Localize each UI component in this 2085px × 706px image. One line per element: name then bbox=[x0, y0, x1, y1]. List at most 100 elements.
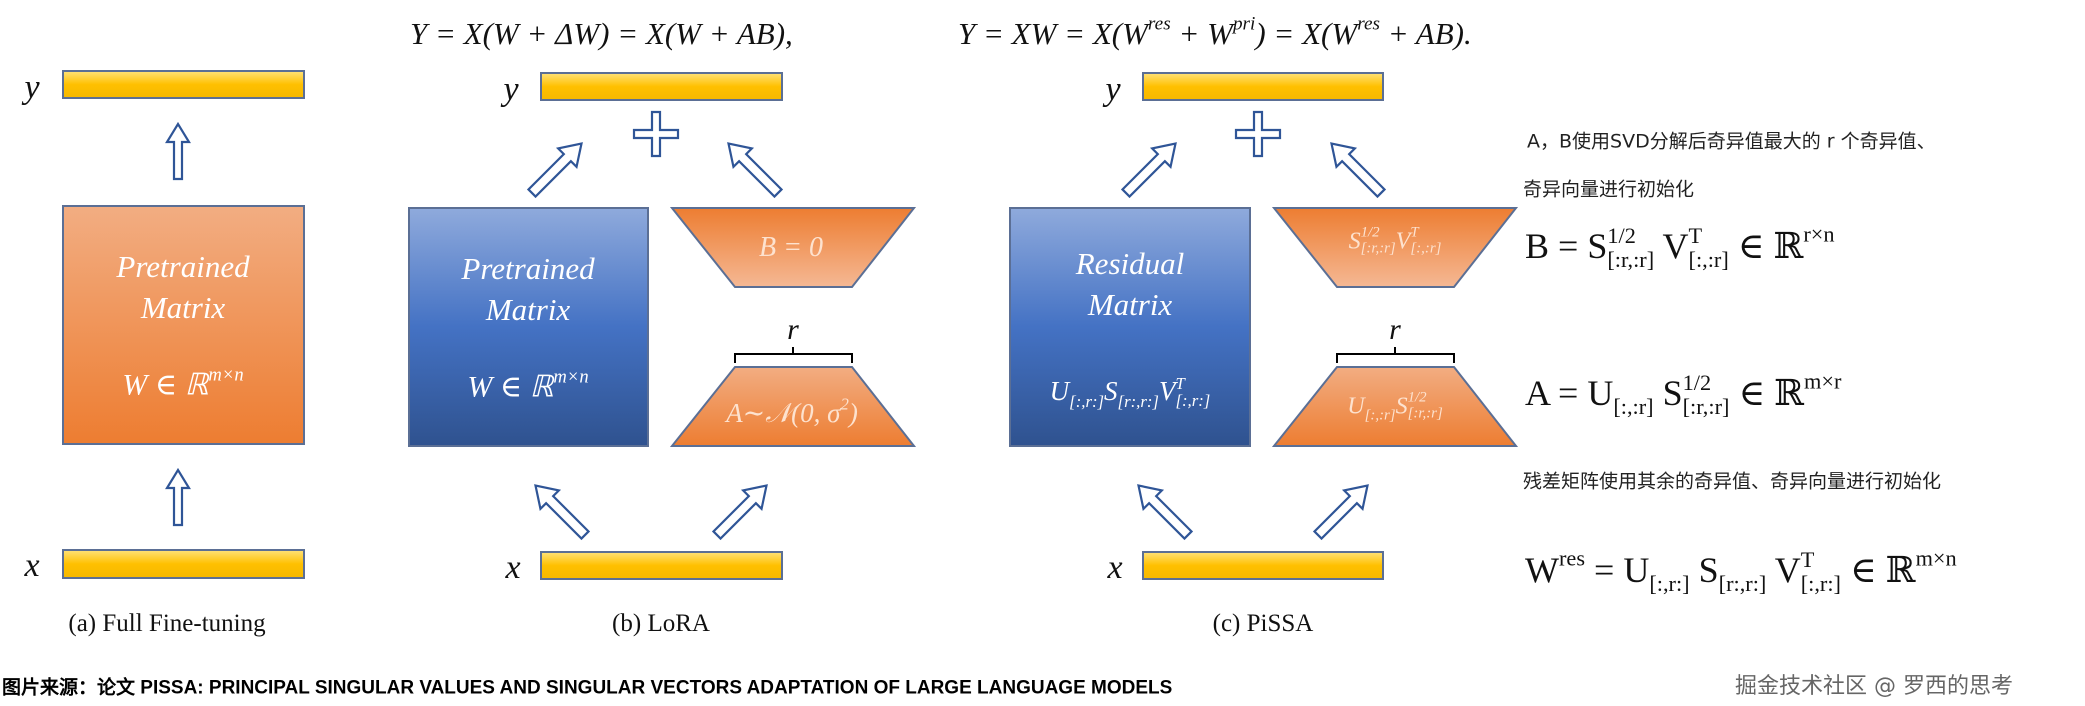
formula-text: ∈ ℝ bbox=[1840, 550, 1916, 591]
rank-brace bbox=[734, 347, 853, 363]
formula-supsub: 1/2 [:r,:r] bbox=[1360, 225, 1396, 257]
formula-superscript: r×n bbox=[1803, 221, 1835, 247]
formula-text: A∼𝒩(0, σ bbox=[726, 398, 841, 428]
formula-text: V bbox=[1654, 226, 1689, 267]
a-formula: A∼𝒩(0, σ2) bbox=[726, 396, 858, 430]
formula-superscript: 1/2 bbox=[1407, 390, 1427, 407]
x-label: x bbox=[24, 547, 40, 584]
formula-subscript: [:r,:r] bbox=[1607, 246, 1655, 272]
rank-brace bbox=[1336, 347, 1455, 363]
formula-subscript: [:,r:] bbox=[1800, 570, 1841, 596]
input-x-bar bbox=[1142, 551, 1384, 580]
formula-superscript: m×n bbox=[553, 366, 589, 388]
box-title-line2: Matrix bbox=[140, 290, 226, 325]
pissa-b-trapezoid bbox=[1271, 207, 1519, 288]
output-y-bar bbox=[540, 72, 783, 101]
w-res-formula: Wres = U[:,r:] S[r:,r:] V T [:,r:] ∈ ℝm×n bbox=[1525, 547, 1957, 596]
x-label: x bbox=[1107, 549, 1123, 586]
pissa-formula: Y = XW = X(Wres + Wpri) = X(Wres + AB). bbox=[958, 13, 1472, 52]
arrow-icon bbox=[521, 133, 592, 204]
formula-text: S bbox=[1689, 550, 1719, 591]
caption-lora: (b) LoRA bbox=[612, 610, 710, 637]
formula-text: S bbox=[1104, 376, 1118, 407]
pretrained-matrix-box bbox=[62, 205, 305, 445]
box-title-line1: Pretrained bbox=[116, 249, 250, 284]
pretrained-matrix-box bbox=[408, 207, 649, 447]
y-label: y bbox=[1105, 71, 1121, 108]
formula-superscript: T bbox=[1688, 223, 1703, 249]
formula-subscript: [:r,:r] bbox=[1360, 240, 1396, 257]
arrow-icon bbox=[1115, 133, 1186, 204]
formula-text: S bbox=[1653, 373, 1683, 414]
arrow-icon bbox=[718, 133, 789, 204]
formula-superscript: 1/2 bbox=[1360, 225, 1380, 242]
formula-text: Y = XW = X(W bbox=[958, 16, 1148, 51]
formula-superscript: pri bbox=[1232, 13, 1256, 35]
formula-text: B = S bbox=[1525, 226, 1608, 267]
formula-text: ∈ ℝ bbox=[1728, 226, 1804, 267]
formula-subscript: [r:,r:] bbox=[1117, 391, 1159, 411]
pissa-a-trapezoid bbox=[1271, 366, 1519, 447]
formula-text: ) bbox=[848, 398, 858, 428]
lora-a-trapezoid bbox=[669, 366, 917, 447]
y-label: y bbox=[24, 69, 40, 106]
a-init-formula: A = U[:,:r] S 1/2 [:r,:r] ∈ ℝm×r bbox=[1525, 370, 1841, 419]
formula-superscript: m×n bbox=[1915, 545, 1957, 571]
formula-superscript: res bbox=[1558, 545, 1586, 571]
formula-text: W bbox=[1525, 550, 1559, 591]
formula-text: V bbox=[1158, 376, 1176, 407]
formula-text: + AB). bbox=[1379, 16, 1472, 51]
caption-full-fine-tuning: (a) Full Fine-tuning bbox=[68, 610, 266, 637]
formula-text: S bbox=[1395, 393, 1408, 420]
formula-subscript: [r:,r:] bbox=[1718, 570, 1767, 596]
a-formula: U[:,:r]S 1/2 [:r,:r] bbox=[1347, 390, 1443, 424]
box-title-line1: Residual bbox=[1075, 246, 1185, 281]
formula-superscript: 1/2 bbox=[1607, 223, 1636, 249]
formula-subscript: [:,:r] bbox=[1364, 407, 1396, 424]
box-title-line2: Matrix bbox=[485, 292, 571, 327]
formula-supsub: 1/2 [:r,:r] bbox=[1683, 371, 1730, 418]
y-label: y bbox=[503, 71, 519, 108]
formula-superscript: T bbox=[1800, 547, 1815, 573]
output-y-bar bbox=[1142, 72, 1384, 101]
formula-text: V bbox=[1395, 228, 1411, 255]
formula-superscript: 1/2 bbox=[1682, 370, 1712, 396]
formula-text: U bbox=[1347, 393, 1365, 420]
box-title-line1: Pretrained bbox=[461, 251, 595, 286]
formula-text: U bbox=[1049, 376, 1070, 407]
box-formula: W ∈ ℝm×n bbox=[467, 366, 589, 405]
formula-supsub: 1/2 [:r,:r] bbox=[1407, 390, 1443, 422]
lora-formula: Y = X(W + ΔW) = X(W + AB), bbox=[410, 16, 793, 52]
arrow-icon bbox=[706, 475, 777, 546]
formula-supsub: T [:,r:] bbox=[1801, 548, 1841, 595]
input-x-bar bbox=[540, 551, 783, 580]
b-init-formula: B = S 1/2 [:r,:r] V T [:,:r] ∈ ℝr×n bbox=[1525, 223, 1835, 272]
arrow-icon bbox=[525, 475, 596, 546]
formula-supsub: T [:,r:] bbox=[1175, 375, 1210, 410]
formula-superscript: res bbox=[1147, 13, 1171, 35]
formula-superscript: 2 bbox=[840, 394, 849, 414]
rank-label: r bbox=[1389, 313, 1401, 346]
formula-superscript: res bbox=[1357, 13, 1380, 35]
residual-init-note: 残差矩阵使用其余的奇异值、奇异向量进行初始化 bbox=[1523, 470, 1942, 493]
arrow-icon bbox=[1307, 475, 1378, 546]
caption-pissa: (c) PiSSA bbox=[1212, 610, 1314, 637]
x-label: x bbox=[505, 549, 521, 586]
formula-subscript: [:,r:] bbox=[1175, 391, 1211, 411]
formula-text: W ∈ ℝ bbox=[467, 370, 554, 404]
lora-b-trapezoid bbox=[669, 207, 917, 288]
box-title-line2: Matrix bbox=[1087, 287, 1173, 322]
formula-subscript: [:r,:r] bbox=[1407, 405, 1443, 422]
watermark: 掘金技术社区 @ 罗西的思考 bbox=[1735, 674, 2013, 699]
rank-label: r bbox=[787, 313, 799, 346]
formula-text: ∈ ℝ bbox=[1729, 373, 1805, 414]
formula-text: W ∈ ℝ bbox=[122, 368, 209, 402]
formula-subscript: [:,:r] bbox=[1613, 393, 1654, 419]
formula-supsub: T [:,:r] bbox=[1689, 224, 1729, 271]
formula-text: B = 0 bbox=[759, 232, 823, 263]
plus-icon bbox=[632, 110, 680, 158]
formula-text: + W bbox=[1170, 16, 1233, 51]
formula-text: V bbox=[1766, 550, 1801, 591]
box-formula: U [:,r:] S[r:,r:]V T [:,r:] bbox=[1049, 375, 1211, 411]
